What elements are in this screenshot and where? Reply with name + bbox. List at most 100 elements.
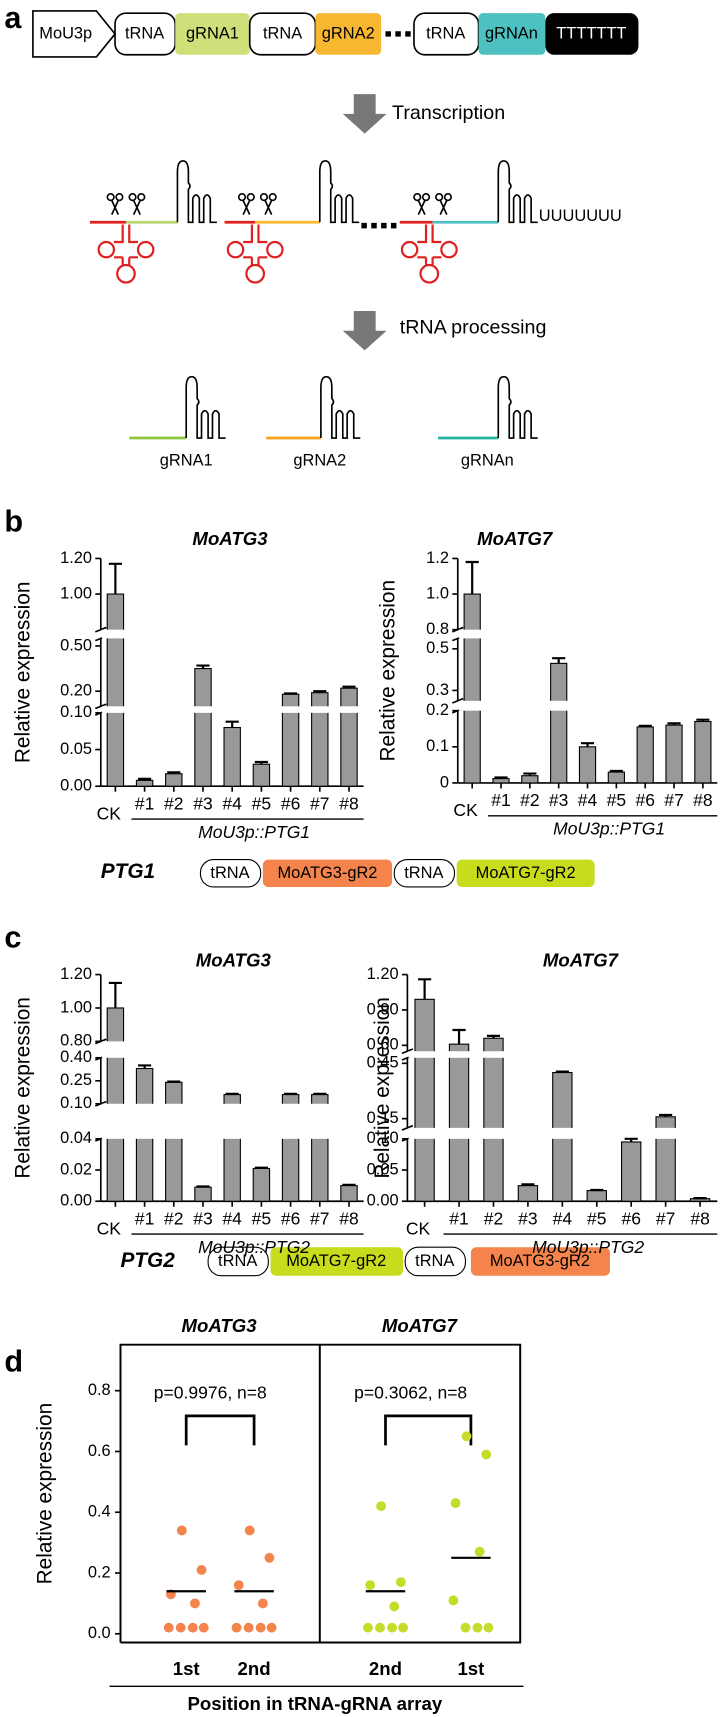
- error-bar: [138, 1064, 152, 1069]
- point: [387, 1622, 397, 1633]
- x-tick-label: #7: [656, 1208, 675, 1228]
- axis-gap: [408, 1051, 719, 1058]
- construct-diagram: MoU3p tRNA gRNA1 tRNA gRNA2 tRNA gRNAn T…: [32, 10, 639, 469]
- step-label: tRNA processing: [400, 317, 547, 339]
- p-value: p=0.3062, n=8: [354, 1383, 467, 1403]
- x-tick-label: CK: [97, 803, 122, 823]
- error-bar: [552, 657, 566, 664]
- point: [481, 1449, 492, 1460]
- error-bar: [225, 720, 239, 728]
- axis-gap: [101, 706, 365, 713]
- x-tick-label: #6: [621, 1208, 640, 1228]
- y-tick-label: 0.4: [88, 1503, 111, 1521]
- y-tick-label: 0.10: [60, 1094, 92, 1112]
- y-axis-label: Relative expression: [34, 1403, 57, 1584]
- x-tick-label: #5: [607, 790, 626, 810]
- x-tick-label: CK: [97, 1218, 122, 1238]
- error-bar: [196, 1185, 210, 1188]
- x-tick-label: #1: [135, 793, 154, 813]
- point: [448, 1595, 459, 1606]
- error-bar: [108, 981, 122, 1008]
- bar: [340, 1185, 358, 1202]
- x-tick-label: #2: [164, 793, 183, 813]
- part: [393, 859, 456, 888]
- x-tick-label: #4: [553, 1208, 573, 1228]
- point: [264, 1552, 275, 1563]
- promoter-label: MoU3p: [39, 24, 92, 42]
- part: [262, 859, 393, 887]
- x-tick-label: #8: [339, 1208, 358, 1228]
- point: [266, 1622, 277, 1633]
- product-label: gRNA1: [160, 451, 213, 469]
- error-bar: [659, 1113, 673, 1117]
- bar: [194, 1186, 212, 1202]
- y-tick-label: 0.2: [88, 1563, 111, 1581]
- grna-box: [175, 13, 250, 55]
- bar: [483, 1037, 504, 1202]
- x-tick-label: #4: [222, 793, 242, 813]
- grna-label: gRNAn: [485, 24, 538, 42]
- y-axis-label: Relative expression: [371, 997, 394, 1179]
- x-tick-label: #5: [252, 793, 271, 813]
- y-axis-label: Relative expression: [12, 997, 35, 1178]
- point: [175, 1622, 186, 1633]
- axis-break: [401, 1124, 414, 1131]
- error-bar: [254, 760, 268, 765]
- x-tick-label: #6: [635, 790, 654, 810]
- y-tick-label: 0.02: [60, 1160, 92, 1178]
- error-bar: [696, 718, 710, 722]
- point: [176, 1525, 187, 1536]
- panel-label: c: [4, 921, 21, 955]
- error-bar: [494, 776, 508, 779]
- x-tick-label: #8: [339, 793, 358, 813]
- y-tick-label: 0.20: [60, 682, 92, 700]
- error-bar: [638, 724, 652, 727]
- y-tick-label: 0.10: [60, 703, 92, 721]
- y-tick-label: 0.40: [60, 1048, 92, 1066]
- axis-break: [451, 697, 464, 704]
- axis-gap: [101, 1103, 365, 1139]
- products: [129, 375, 539, 440]
- bar: [621, 1141, 642, 1202]
- bar: [252, 1167, 271, 1202]
- point: [460, 1622, 471, 1633]
- x-tick-label: #4: [578, 790, 598, 810]
- part-label: MoATG3-gR2: [490, 1252, 590, 1270]
- axis-gap: [458, 629, 719, 639]
- y-tick-label: 0.05: [60, 740, 92, 758]
- axis-break: [401, 1048, 414, 1055]
- part: [207, 1246, 269, 1277]
- part-label: MoATG3-gR2: [277, 864, 377, 882]
- bar: [550, 662, 568, 784]
- x-tick-label: #7: [664, 790, 683, 810]
- error-bar: [523, 772, 537, 776]
- error-bar: [167, 1080, 181, 1083]
- error-bar: [452, 1028, 466, 1045]
- chart-title: MoATG3: [192, 528, 268, 549]
- y-tick-label: 0.0: [88, 1624, 111, 1642]
- y-tick-label: 0.04: [60, 1129, 92, 1147]
- x-tick-label: #3: [193, 1208, 212, 1228]
- x-tick-label: #8: [690, 1208, 709, 1228]
- part: [199, 859, 262, 888]
- axis-gap: [101, 629, 365, 639]
- y-tick-label: 1.00: [60, 998, 92, 1016]
- error-bar: [609, 769, 623, 773]
- bracket: [184, 1414, 256, 1446]
- bar: [665, 724, 683, 784]
- y-tick-label: 0.05: [367, 1160, 399, 1178]
- bar: [492, 778, 510, 784]
- x-tick-label: #5: [587, 1208, 606, 1228]
- terminator-box: [545, 13, 639, 55]
- x-tick-label: #3: [549, 790, 568, 810]
- point: [395, 1577, 406, 1588]
- y-tick-label: 0.80: [60, 1032, 92, 1050]
- y-tick-label: 0.00: [60, 1192, 92, 1210]
- point: [363, 1622, 373, 1633]
- bar: [607, 771, 625, 784]
- part-label: tRNA: [404, 864, 443, 882]
- y-tick-label: 0.6: [88, 1442, 111, 1460]
- x-tick-label: #3: [518, 1208, 537, 1228]
